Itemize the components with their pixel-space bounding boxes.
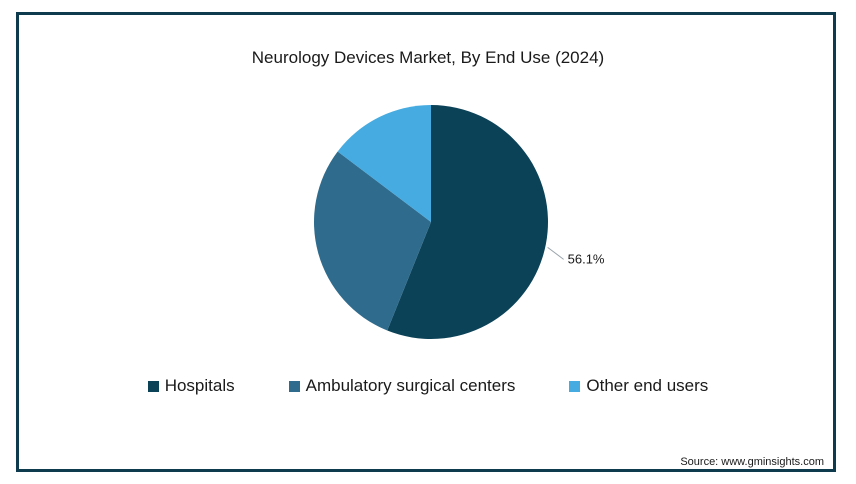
legend-swatch-other — [569, 380, 581, 392]
pie-slice-other-end-users — [337, 105, 431, 222]
data-label: 56.1% — [568, 251, 605, 266]
pie-slice-ambulatory-surgical-centers — [314, 151, 431, 331]
legend-label: Other end users — [586, 376, 709, 395]
legend-item-other: Other end users — [569, 376, 708, 396]
data-label-leader-line — [547, 246, 564, 260]
chart-legend: Hospitals Ambulatory surgical centers Ot… — [0, 376, 856, 396]
legend-label: Hospitals — [164, 376, 235, 395]
legend-swatch-hospitals — [147, 380, 159, 392]
legend-label: Ambulatory surgical centers — [305, 376, 516, 395]
source-note: Source: www.gminsights.com — [680, 456, 824, 468]
legend-item-ambulatory: Ambulatory surgical centers — [288, 376, 516, 396]
legend-item-hospitals: Hospitals — [147, 376, 235, 396]
chart-title: Neurology Devices Market, By End Use (20… — [251, 48, 605, 67]
pie-slice-hospitals — [387, 105, 548, 339]
legend-swatch-ambulatory — [288, 380, 300, 392]
